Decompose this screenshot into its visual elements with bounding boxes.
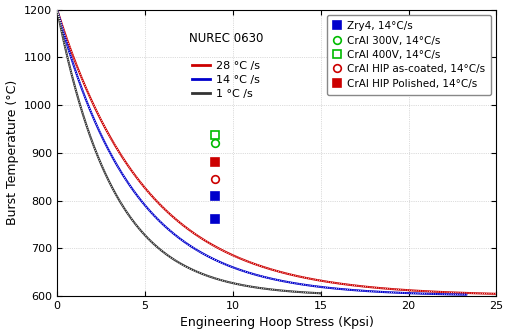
Text: NUREC 0630: NUREC 0630: [189, 32, 263, 46]
Legend: Zry4, 14°C/s, CrAl 300V, 14°C/s, CrAl 400V, 14°C/s, CrAl HIP as-coated, 14°C/s, : Zry4, 14°C/s, CrAl 300V, 14°C/s, CrAl 40…: [327, 15, 491, 95]
Y-axis label: Burst Temperature (°C): Burst Temperature (°C): [6, 80, 18, 225]
X-axis label: Engineering Hoop Stress (Kpsi): Engineering Hoop Stress (Kpsi): [180, 317, 374, 329]
